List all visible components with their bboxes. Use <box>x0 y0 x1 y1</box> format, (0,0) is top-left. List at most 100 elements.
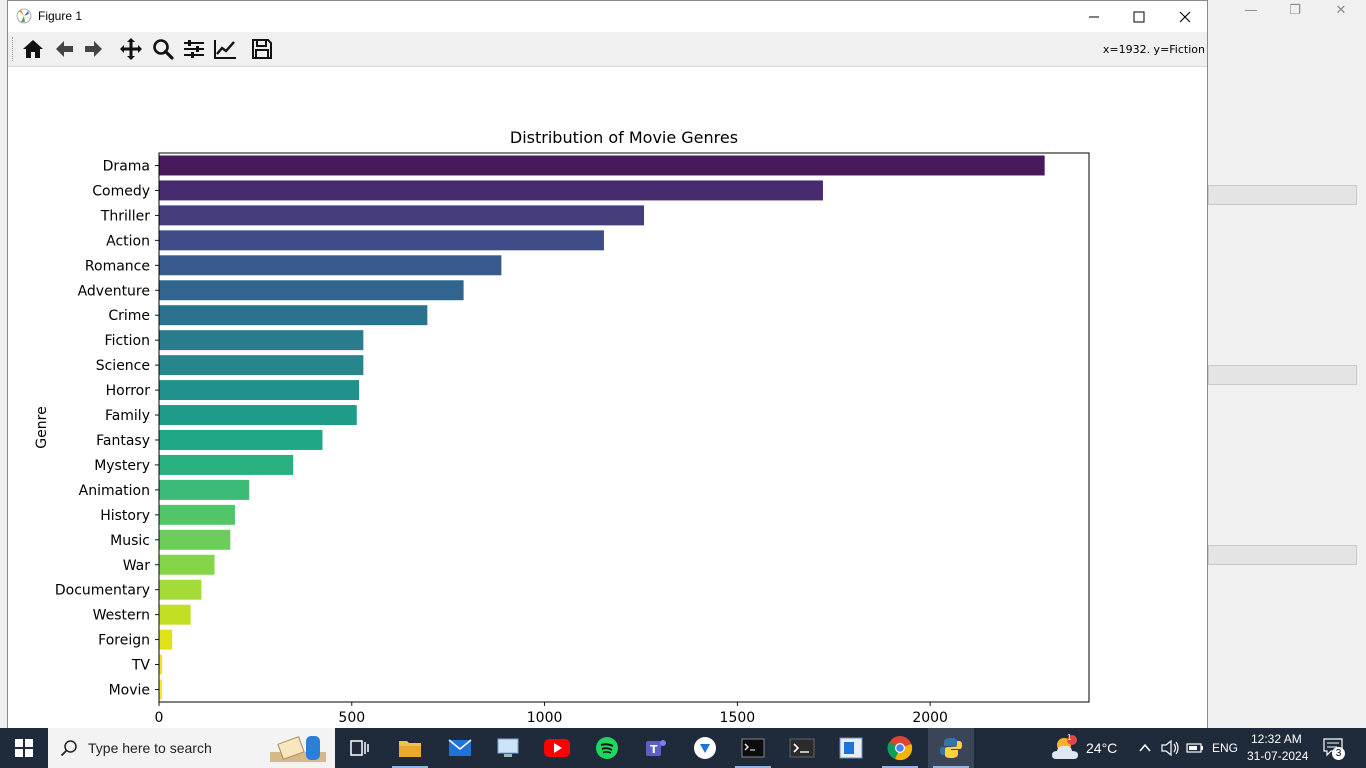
clock-date[interactable]: 31-07-2024 <box>1247 749 1309 763</box>
figure-window: Figure 1 <box>7 0 1208 728</box>
taskbar-terminal[interactable] <box>782 732 822 764</box>
home-icon <box>23 40 43 58</box>
y-tick-label: Western <box>93 608 150 624</box>
bar-foreign[interactable] <box>159 629 173 650</box>
y-tick-label: Animation <box>79 483 150 499</box>
minimize-button[interactable] <box>1071 1 1117 32</box>
bar-adventure[interactable] <box>159 280 464 301</box>
taskbar-file-explorer[interactable] <box>390 732 430 768</box>
title-bar[interactable]: Figure 1 <box>8 1 1207 32</box>
y-tick-label: Crime <box>108 308 150 324</box>
language-indicator[interactable]: ENG <box>1212 741 1239 755</box>
bar-chart[interactable]: Distribution of Movie Genres Drama Comedy T… <box>8 67 1207 728</box>
taskbar-remote-desktop[interactable] <box>488 732 528 764</box>
y-tick-label: Drama <box>103 158 150 174</box>
bar-fiction[interactable] <box>159 330 364 351</box>
taskbar-tool-app[interactable] <box>685 732 725 764</box>
bg-minimize-icon[interactable]: — <box>1244 3 1258 18</box>
y-tick-label: Foreign <box>98 633 150 649</box>
edit-axes-button[interactable] <box>211 35 239 63</box>
volume-button[interactable] <box>1160 739 1180 761</box>
bar-crime[interactable] <box>159 305 428 326</box>
configure-subplots-icon <box>184 40 204 58</box>
bar-family[interactable] <box>159 405 357 426</box>
taskbar-search-box[interactable]: Type here to search <box>48 728 335 768</box>
bg-close-icon[interactable]: ✕ <box>1335 3 1347 18</box>
bg-input-field[interactable] <box>1208 365 1357 385</box>
close-button[interactable] <box>1162 1 1207 32</box>
maximize-icon <box>1133 11 1145 22</box>
forward-button[interactable] <box>80 35 108 63</box>
taskbar-python[interactable] <box>928 728 974 768</box>
bar-animation[interactable] <box>159 479 250 500</box>
pan-button[interactable] <box>117 35 145 63</box>
battery-button[interactable] <box>1185 740 1205 760</box>
bar-comedy[interactable] <box>159 180 823 201</box>
configure-subplots-button[interactable] <box>180 35 208 63</box>
taskbar-chrome[interactable] <box>880 732 920 768</box>
bg-restore-icon[interactable]: ❐ <box>1289 3 1301 18</box>
start-button[interactable] <box>0 728 48 768</box>
bar-mystery[interactable] <box>159 454 294 475</box>
bar-romance[interactable] <box>159 255 502 276</box>
matplotlib-icon <box>16 8 32 24</box>
maximize-button[interactable] <box>1116 1 1162 32</box>
zoom-icon <box>153 39 174 60</box>
forward-arrow-icon <box>85 41 102 57</box>
taskbar-teams[interactable]: T <box>636 732 676 764</box>
coordinate-readout: x=1932. y=Fiction <box>1102 43 1205 56</box>
bar-movie[interactable] <box>159 679 163 700</box>
axes-frame <box>158 152 1090 703</box>
notification-center-button[interactable]: 3 <box>1323 738 1345 762</box>
y-tick-label: War <box>123 558 151 574</box>
plot-canvas[interactable]: Distribution of Movie Genres Drama Comedy T… <box>8 67 1207 728</box>
task-view-button[interactable] <box>340 732 380 764</box>
spotify-icon <box>596 737 618 759</box>
home-button[interactable] <box>19 35 47 63</box>
bar-action[interactable] <box>159 230 604 251</box>
bar-drama[interactable] <box>159 155 1045 176</box>
bar-history[interactable] <box>159 504 235 525</box>
minimize-icon <box>1089 16 1099 17</box>
back-button[interactable] <box>50 35 78 63</box>
task-view-icon <box>350 740 369 756</box>
toolbar-grip[interactable] <box>12 37 15 61</box>
zoom-button[interactable] <box>149 35 177 63</box>
taskbar-mail[interactable] <box>440 732 480 764</box>
chart-title: Distribution of Movie Genres <box>510 128 738 147</box>
chrome-icon <box>887 736 913 761</box>
y-tick-label: Fiction <box>105 333 150 349</box>
volume-icon <box>1161 739 1179 757</box>
command-prompt-icon <box>741 738 765 758</box>
bg-input-field[interactable] <box>1208 545 1357 565</box>
bar-horror[interactable] <box>159 380 360 401</box>
taskbar-youtube[interactable] <box>537 732 577 764</box>
x-tick-label: 0 <box>155 710 164 726</box>
taskbar-command-prompt[interactable] <box>733 732 773 768</box>
bar-thriller[interactable] <box>159 205 645 226</box>
taskbar-editor[interactable] <box>831 732 871 764</box>
bar-music[interactable] <box>159 529 231 550</box>
y-tick-label: Movie <box>109 683 150 699</box>
bar-western[interactable] <box>159 604 191 625</box>
weather-temperature[interactable]: 24°C <box>1086 740 1118 756</box>
bar-science[interactable] <box>159 355 364 376</box>
bg-input-field[interactable] <box>1208 185 1357 205</box>
navigation-toolbar: x=1932. y=Fiction <box>8 32 1207 67</box>
save-icon <box>252 39 272 59</box>
bar-fantasy[interactable] <box>159 429 323 450</box>
clock-time[interactable]: 12:32 AM <box>1251 732 1302 746</box>
y-tick-label: TV <box>131 658 151 674</box>
y-tick-label: Thriller <box>100 208 150 224</box>
search-highlight-icon <box>270 736 326 762</box>
taskbar-spotify[interactable] <box>587 732 627 764</box>
show-hidden-icons-button[interactable] <box>1138 740 1152 759</box>
bar-war[interactable] <box>159 554 215 575</box>
save-button[interactable] <box>248 35 276 63</box>
y-tick-label: Comedy <box>92 183 150 199</box>
close-icon <box>1179 11 1191 22</box>
bar-documentary[interactable] <box>159 579 202 600</box>
y-tick-label: Horror <box>106 383 151 399</box>
weather-widget-icon-wrap[interactable]: 1 <box>1050 733 1082 763</box>
bar-tv[interactable] <box>159 654 163 675</box>
